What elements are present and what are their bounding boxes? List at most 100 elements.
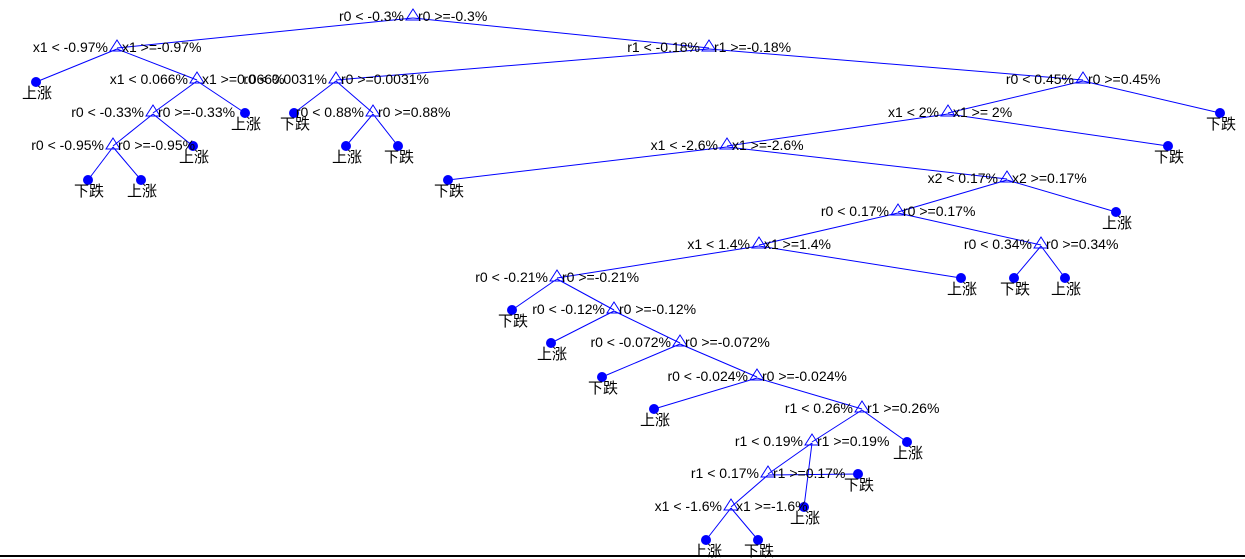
split-rule-left-n22: r1 < 0.17%: [691, 465, 759, 481]
split-node-n17-triangle-icon: [606, 301, 622, 314]
leaf-label-l19: 上涨: [640, 411, 670, 429]
leaf-label-l8: 下跌: [384, 148, 414, 166]
tree-edge-n12-right: [1006, 179, 1117, 213]
leaf-label-l10: 下跌: [1154, 148, 1184, 166]
tree-edge-n22-right: [767, 473, 859, 476]
split-node-n7-triangle-icon: [328, 71, 344, 84]
split-node-n1-triangle-icon: [405, 8, 421, 21]
tree-edge-n4-left: [152, 80, 198, 114]
split-rule-right-n5: r0 >=-0.33%: [158, 104, 235, 120]
leaf-label-l7: 上涨: [332, 148, 362, 166]
tree-edges: [35, 17, 1221, 541]
split-rule-left-n23: x1 < -1.6%: [655, 498, 722, 514]
leaf-node-l11-dot-icon: [443, 175, 453, 185]
split-rule-right-n1: r0 >=-0.3%: [418, 8, 487, 24]
split-node-n19-triangle-icon: [749, 368, 765, 381]
tree-edge-n2-left: [35, 48, 118, 83]
leaf-node-l6-dot-icon: [289, 108, 299, 118]
leaf-label-l11: 下跌: [434, 182, 464, 200]
split-rule-left-n18: r0 < -0.072%: [590, 334, 671, 350]
leaf-node-l19-dot-icon: [649, 404, 659, 414]
tree-edge-n14-right: [1040, 245, 1066, 279]
split-rule-right-n3: r1 >=-0.18%: [714, 39, 791, 55]
leaf-label-l22: 上涨: [790, 509, 820, 527]
split-node-n22-triangle-icon: [760, 465, 776, 478]
split-rule-left-n1: r0 < -0.3%: [339, 8, 404, 24]
tree-edge-n3-right: [708, 48, 1084, 81]
split-rule-right-n21: r1 >=0.19%: [817, 433, 889, 449]
split-node-n13-triangle-icon: [890, 203, 906, 216]
leaf-label-l12: 上涨: [1102, 214, 1132, 232]
tree-edge-n23-left: [705, 507, 732, 541]
split-rule-right-n10: x1 >= 2%: [953, 104, 1012, 120]
tree-edge-n8-right: [372, 113, 399, 147]
tree-edge-n3-left: [335, 48, 710, 81]
leaf-node-l14-dot-icon: [1009, 273, 1019, 283]
tree-edge-n12-left: [897, 179, 1008, 213]
leaf-node-l16-dot-icon: [507, 305, 517, 315]
split-node-n18-triangle-icon: [672, 334, 688, 347]
leaf-node-l5-dot-icon: [136, 175, 146, 185]
tree-nodes: [31, 8, 1225, 545]
split-node-n3-triangle-icon: [701, 39, 717, 52]
leaf-label-l20: 上涨: [893, 444, 923, 462]
leaf-node-l23-dot-icon: [701, 535, 711, 545]
tree-edge-n17-right: [613, 310, 681, 344]
tree-edge-n19-left: [653, 377, 758, 410]
split-node-n9-triangle-icon: [1075, 71, 1091, 84]
leaf-label-l23: 上涨: [692, 542, 722, 559]
tree-edge-n13-right: [897, 212, 1042, 246]
split-node-n15-triangle-icon: [751, 236, 767, 249]
split-rule-right-n14: r0 >=0.34%: [1046, 236, 1118, 252]
leaf-label-l14: 下跌: [1000, 280, 1030, 298]
tree-edge-n22-left: [730, 474, 769, 508]
split-rule-left-n9: r0 < 0.45%: [1006, 71, 1074, 87]
split-rule-right-n18: r0 >=-0.072%: [685, 334, 770, 350]
split-rule-right-n22: r1 >=0.17%: [773, 465, 845, 481]
split-node-n20-triangle-icon: [854, 400, 870, 413]
tree-edge-n7-right: [293, 80, 337, 114]
tree-edge-n16-left: [511, 278, 558, 311]
split-node-n2-triangle-icon: [109, 39, 125, 52]
tree-edge-n6-right: [112, 146, 142, 181]
split-rule-right-n17: r0 >=-0.12%: [619, 301, 696, 317]
leaf-node-l20-dot-icon: [902, 437, 912, 447]
tree-edge-n5-right: [152, 113, 194, 147]
tree-edge-n18-left: [601, 343, 681, 378]
split-rule-left-n21: r1 < 0.19%: [735, 433, 803, 449]
split-rule-left-n10: x1 < 2%: [888, 104, 939, 120]
leaf-label-l4: 下跌: [74, 182, 104, 200]
split-rule-left-n16: r0 < -0.21%: [475, 269, 548, 285]
tree-edge-n13-left: [758, 212, 899, 246]
split-rule-left-n7: r0 < 0.0031%: [243, 71, 327, 87]
leaf-label-l3: 上涨: [231, 115, 261, 133]
tree-edge-n15-right: [758, 245, 962, 279]
split-rule-left-n11: x1 < -2.6%: [651, 137, 718, 153]
split-rule-right-n23: x1 >=-1.6%: [736, 498, 808, 514]
leaf-label-l5: 上涨: [127, 182, 157, 200]
tree-edge-n5-left: [112, 113, 154, 147]
split-rule-right-n19: r0 >=-0.024%: [762, 368, 847, 384]
split-rule-left-n19: r0 < -0.024%: [667, 368, 748, 384]
leaf-node-l10-dot-icon: [1163, 141, 1173, 151]
tree-edge-n10-left: [726, 113, 949, 147]
tree-edge-n2-right: [116, 48, 198, 81]
tree-edge-n14-left: [1013, 245, 1042, 279]
tree-edge-n21-left: [767, 442, 813, 475]
leaf-label-l18: 下跌: [588, 379, 618, 397]
split-node-n11-triangle-icon: [719, 137, 735, 150]
leaf-node-l8-dot-icon: [393, 141, 403, 151]
split-node-n14-triangle-icon: [1033, 236, 1049, 249]
tree-edge-n16-right: [556, 278, 615, 311]
split-rule-right-n8: r0 >=0.88%: [378, 104, 450, 120]
tree-edge-n15-left: [556, 245, 760, 279]
leaf-node-l3-dot-icon: [240, 108, 250, 118]
leaf-label-l1: 上涨: [22, 84, 52, 102]
leaf-node-l12-dot-icon: [1111, 207, 1121, 217]
split-node-n5-triangle-icon: [145, 104, 161, 117]
tree-edge-n11-left: [447, 146, 728, 181]
split-rule-right-n13: r0 >=0.17%: [903, 203, 975, 219]
split-rule-left-n17: r0 < -0.12%: [532, 301, 605, 317]
split-rule-left-n15: x1 < 1.4%: [687, 236, 750, 252]
